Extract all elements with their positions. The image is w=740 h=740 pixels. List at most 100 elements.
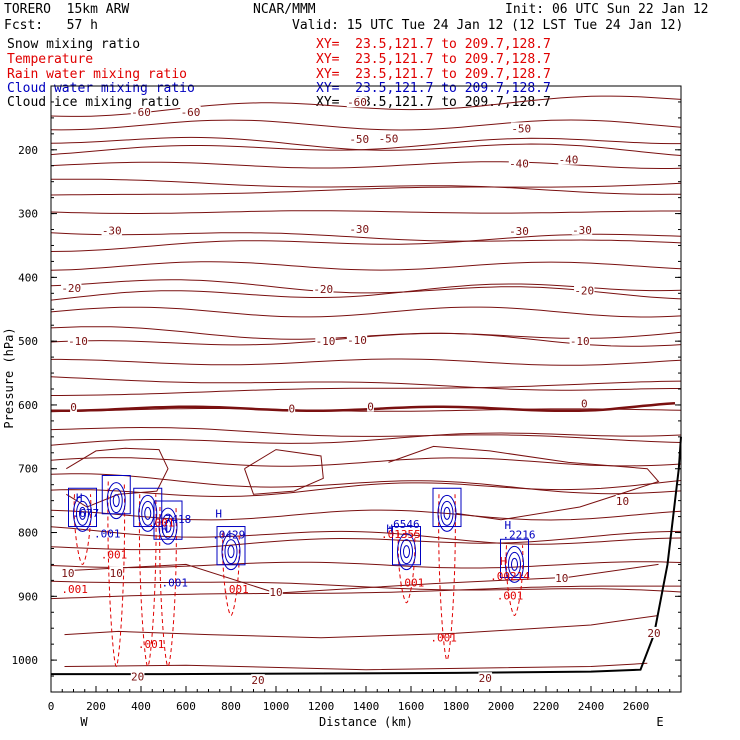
cloud-water-core (400, 539, 413, 565)
x-tick-label: 600 (176, 700, 196, 713)
temperature-contour (50, 95, 682, 117)
warm-contour (64, 615, 659, 639)
temperature-label-bg (269, 586, 283, 598)
cloud-water-contour (101, 474, 131, 515)
cloud-water-label: .2216 (502, 529, 535, 542)
temperature-label: -60 (131, 106, 151, 119)
rain-label: H (500, 555, 507, 568)
cloud-water-core (76, 500, 89, 526)
rain-contour (159, 506, 177, 667)
temperature-label-bg (554, 572, 569, 584)
west-label: W (80, 715, 88, 729)
temperature-label-bg (346, 334, 368, 346)
cloud-water-core (440, 500, 454, 526)
field-xy-temperature: XY= 23.5,121.7 to 209.7,128.7 (316, 52, 551, 67)
rain-label: .001 (61, 583, 88, 596)
cloud-water-core (73, 494, 92, 532)
cloud-water-core (443, 506, 451, 520)
x-tick-label: 0 (48, 700, 55, 713)
temperature-label-bg (508, 157, 530, 169)
temperature-contour (51, 380, 682, 396)
cloud-water-label: .001 (94, 527, 121, 540)
temperature-contour (50, 119, 682, 131)
temperature-label-bg (569, 334, 590, 346)
temperature-label: 20 (131, 670, 144, 683)
temperature-label-bg (349, 133, 370, 145)
temperature-label-bg (367, 400, 374, 412)
cloud-water-core (158, 507, 178, 545)
field-xy-cloud-ice: XY= 23.5,121.7 to 209.7,128.7 (316, 95, 551, 110)
temperature-label: 20 (647, 627, 660, 640)
temperature-contour (50, 480, 682, 498)
temperature-label: -60 (347, 96, 367, 109)
temperature-label-bg (61, 566, 75, 578)
temperature-contour (50, 585, 681, 600)
rain-label: .001 (222, 583, 249, 596)
rain-labels: .001 .001 .001 .001 .001 .001 .001 .001 .01355 .0… (61, 517, 530, 651)
cloud-water-contour (392, 526, 421, 566)
cloud-water-label: .0429 (212, 529, 245, 542)
cloud-water-core (138, 494, 158, 532)
east-label: E (656, 715, 663, 729)
plot-frame (50, 85, 682, 693)
x-tick-label: 2400 (578, 700, 605, 713)
x-tick-label: 1000 (263, 700, 290, 713)
temperature-label: -30 (102, 224, 122, 237)
temperature-contour (50, 182, 682, 196)
temperature-label: 20 (251, 674, 264, 687)
field-name-rain: Rain water mixing ratio (7, 67, 188, 82)
cloud-water-label: .7418 (158, 513, 191, 526)
model-title: TORERO 15km ARW (4, 2, 130, 17)
temperature-label-bg (346, 96, 368, 108)
temperature-contour (50, 210, 681, 214)
temperature-contour (50, 261, 682, 271)
temperature-label: 0 (70, 401, 77, 414)
cloud-water-core (161, 513, 175, 539)
cloud-water-core (437, 494, 457, 532)
temperature-label: -20 (61, 282, 81, 295)
temperature-contour (50, 457, 682, 467)
cloud-water-core (397, 533, 416, 571)
x-tick-label: 2000 (488, 700, 515, 713)
cloud-water-contour (68, 487, 97, 528)
y-tick-label: 500 (18, 335, 38, 348)
init-time: Init: 06 UTC Sun 22 Jan 12 (505, 2, 709, 17)
temperature-contour (50, 232, 682, 244)
temperature-contour (50, 408, 682, 413)
rain-label: .001 (138, 638, 165, 651)
y-tick-label: 200 (18, 144, 38, 157)
temperature-label: 0 (581, 397, 588, 410)
temperature-labels: -60 -60 -60 -50 -50 -50 -40 -40 -30 -30 -30 -30 -20 -… (61, 96, 661, 687)
temperature-label-bg (109, 566, 124, 578)
precip-cells (68, 474, 529, 667)
cloud-water-label: H (386, 522, 393, 535)
cloud-water-contour (500, 538, 529, 579)
temperature-contour (50, 561, 682, 569)
rain-label: .001 (101, 548, 128, 561)
x-tick-label: 1200 (308, 700, 335, 713)
temperature-label: -30 (349, 223, 369, 236)
cloud-water-label: .677 (73, 507, 100, 520)
temperature-contour (50, 306, 682, 318)
temperature-label: 10 (616, 495, 629, 508)
x-tick-label: 1800 (443, 700, 470, 713)
temperature-label: -30 (572, 224, 592, 237)
cloud-water-core (227, 545, 235, 559)
y-tick-label: 700 (18, 463, 38, 476)
rain-label: .001 (398, 577, 425, 590)
temperature-label-bg (508, 225, 530, 237)
rain-contour (73, 494, 92, 565)
warm-contour (64, 662, 648, 671)
cloud-water-core (508, 551, 521, 577)
x-tick-label: 800 (221, 700, 241, 713)
temperature-label: -10 (347, 334, 367, 347)
zero-isotherm (50, 401, 676, 413)
cloud-water-contour (133, 487, 163, 528)
x-tick-label: 1600 (398, 700, 425, 713)
temperature-contour (50, 526, 682, 545)
temperature-label: -40 (509, 157, 529, 170)
y-tick-label: 300 (18, 208, 38, 221)
temperature-contour (50, 376, 681, 391)
